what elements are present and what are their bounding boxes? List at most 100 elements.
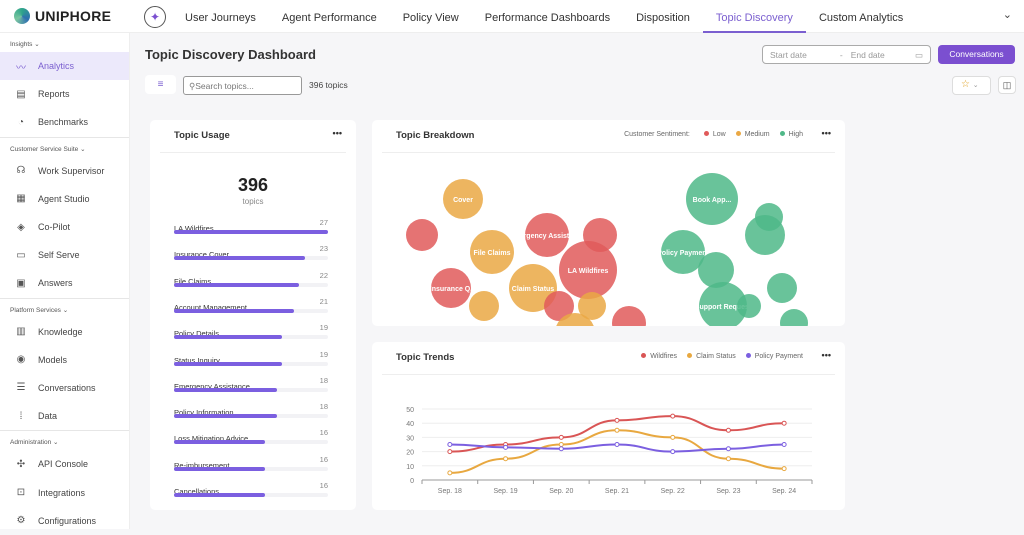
data-point[interactable]	[558, 434, 564, 440]
bubble-circle[interactable]	[686, 173, 738, 225]
data-point[interactable]	[670, 449, 676, 455]
topic-usage-row[interactable]: Account Management 21	[174, 297, 328, 323]
bubble[interactable]	[555, 313, 595, 326]
conversations-button[interactable]: Conversations	[938, 45, 1015, 64]
sidebar-item-self-serve[interactable]: ▭ Self Serve	[0, 241, 129, 269]
data-point[interactable]	[614, 417, 620, 423]
end-date-input[interactable]: End date	[850, 50, 885, 60]
bubble-circle[interactable]	[443, 179, 483, 219]
topic-usage-row[interactable]: Emergency Assistance 18	[174, 376, 328, 402]
bubble-circle[interactable]	[578, 292, 606, 320]
tab-agent-performance[interactable]: Agent Performance	[281, 12, 377, 24]
data-point[interactable]	[558, 442, 564, 447]
data-point[interactable]	[503, 444, 509, 450]
data-point[interactable]	[725, 456, 731, 462]
data-point[interactable]	[670, 434, 676, 440]
bubble-circle[interactable]	[559, 241, 617, 299]
tab-topic-discovery[interactable]: Topic Discovery	[702, 0, 806, 33]
tab-policy-view[interactable]: Policy View	[402, 12, 459, 24]
bubble[interactable]	[406, 219, 438, 251]
sidebar-item-co-pilot[interactable]: ◈ Co-Pilot	[0, 213, 129, 241]
sidebar-section-header[interactable]: Customer Service Suite ⌄	[10, 145, 86, 153]
bubble[interactable]: Cover	[443, 179, 483, 219]
tab-disposition[interactable]: Disposition	[636, 12, 690, 24]
bubble[interactable]	[737, 294, 761, 318]
bubble-circle[interactable]	[699, 282, 747, 326]
search-input[interactable]: ⚲Search topics...	[183, 76, 302, 95]
bubble[interactable]	[544, 291, 574, 321]
tab-performance-dashboards[interactable]: Performance Dashboards	[484, 12, 611, 24]
bubble-circle[interactable]	[780, 309, 808, 326]
bubble[interactable]: Emergency Assistance	[509, 213, 585, 257]
sidebar-item-reports[interactable]: ▤ Reports	[0, 80, 129, 108]
topic-usage-row[interactable]: LA Wildfires 27	[174, 218, 328, 244]
bubble-circle[interactable]	[612, 306, 646, 326]
data-point[interactable]	[447, 470, 453, 476]
layout-button[interactable]: ◫	[998, 76, 1016, 94]
sidebar-item-knowledge[interactable]: ▥ Knowledge	[0, 318, 129, 346]
topic-usage-row[interactable]: Loss Mitigation Advice 16	[174, 428, 328, 454]
favorite-dropdown[interactable]: ☆ ⌄	[952, 76, 991, 95]
sidebar-item-integrations[interactable]: ⊡ Integrations	[0, 478, 129, 506]
data-point[interactable]	[781, 466, 787, 472]
legend-item[interactable]: Claim Status	[687, 353, 736, 360]
data-point[interactable]	[725, 427, 731, 433]
bubble[interactable]: LA Wildfires	[559, 241, 617, 299]
bubble-circle[interactable]	[509, 264, 557, 312]
bubble[interactable]	[780, 309, 808, 326]
sidebar-item-conversations[interactable]: ☰ Conversations	[0, 374, 129, 402]
bubble-circle[interactable]	[470, 230, 514, 274]
topic-usage-row[interactable]: Insurance Cover 23	[174, 244, 328, 270]
data-point[interactable]	[725, 446, 731, 452]
bubble[interactable]: Insurance Q.	[430, 268, 472, 308]
bubble[interactable]	[767, 273, 797, 303]
sidebar-section-header[interactable]: Insights ⌄	[10, 41, 40, 48]
bubble-circle[interactable]	[431, 268, 471, 308]
ai-assistant-button[interactable]: ✦	[144, 6, 166, 28]
data-point[interactable]	[447, 449, 453, 455]
bubble[interactable]	[698, 252, 734, 288]
topic-usage-row[interactable]: Re-imbursement 16	[174, 455, 328, 481]
sidebar-item-analytics[interactable]: 〰 Analytics	[0, 52, 129, 81]
bubble[interactable]: Book App...	[686, 173, 738, 225]
start-date-input[interactable]: Start date	[770, 50, 807, 60]
bubble-circle[interactable]	[469, 291, 499, 321]
sidebar-item-models[interactable]: ◉ Models	[0, 346, 129, 374]
bubble[interactable]	[469, 291, 499, 321]
legend-item[interactable]: Policy Payment	[745, 353, 803, 360]
topic-usage-row[interactable]: Policy Details 19	[174, 323, 328, 349]
data-point[interactable]	[781, 442, 787, 447]
data-point[interactable]	[670, 413, 676, 419]
data-point[interactable]	[781, 420, 787, 426]
sidebar-item-data[interactable]: ⁞ Data	[0, 402, 129, 430]
sidebar-item-agent-studio[interactable]: ▦ Agent Studio	[0, 185, 129, 213]
sidebar-item-configurations[interactable]: ⚙ Configurations	[0, 507, 129, 535]
bubble-circle[interactable]	[525, 213, 569, 257]
bubble[interactable]: Support Request	[695, 282, 752, 326]
sidebar-item-benchmarks[interactable]: ◔ Benchmarks	[0, 108, 129, 136]
data-point[interactable]	[558, 446, 564, 452]
more-options-icon[interactable]: •••	[821, 350, 831, 360]
sidebar-section-header[interactable]: Administration ⌄	[10, 439, 59, 447]
topic-usage-row[interactable]: Status Inquiry 19	[174, 350, 328, 376]
filter-button[interactable]: ≡	[145, 75, 176, 94]
bubble[interactable]: File Claims	[470, 230, 514, 274]
bubble-circle[interactable]	[544, 291, 574, 321]
data-point[interactable]	[614, 442, 620, 447]
topic-usage-row[interactable]: Cancellations 16	[174, 481, 328, 507]
data-point[interactable]	[447, 442, 453, 447]
legend-item[interactable]: Wildfires	[641, 353, 677, 360]
logo[interactable]: UNIPHORE	[14, 8, 111, 24]
sidebar-item-api-console[interactable]: ✣ API Console	[0, 450, 129, 478]
legend-item[interactable]: Low	[703, 131, 726, 138]
bubble-circle[interactable]	[555, 313, 595, 326]
sidebar-section-header[interactable]: Platform Services ⌄	[10, 306, 69, 314]
tab-user-journeys[interactable]: User Journeys	[185, 12, 256, 24]
sidebar-item-answers[interactable]: ▣ Answers	[0, 269, 129, 297]
topic-usage-row[interactable]: File Claims 22	[174, 271, 328, 297]
bubble[interactable]	[578, 292, 606, 320]
bubble-circle[interactable]	[767, 273, 797, 303]
sidebar-item-work-supervisor[interactable]: ☊ Work Supervisor	[0, 157, 129, 185]
date-range-picker[interactable]: Start date - End date ▭	[762, 45, 931, 64]
tab-custom-analytics[interactable]: Custom Analytics	[818, 12, 904, 24]
